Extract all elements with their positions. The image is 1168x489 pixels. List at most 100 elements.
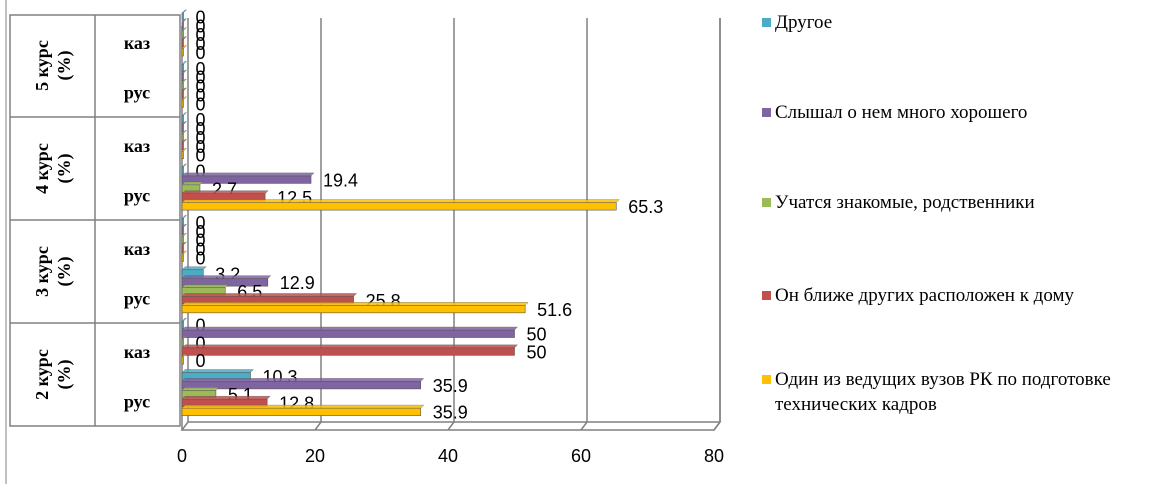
bar-top [181, 181, 204, 186]
bar [181, 115, 184, 124]
legend-item: Слышал о нем много хорошего [762, 100, 1027, 125]
bar [181, 39, 184, 48]
bar-top [181, 266, 207, 270]
data-label: 19.4 [323, 170, 358, 190]
bar-top [181, 61, 187, 65]
x-tick-label: 60 [571, 446, 591, 466]
data-label: 65.3 [628, 197, 663, 217]
data-label: 0 [196, 77, 206, 97]
category-label: каз [124, 239, 150, 259]
bar-top [181, 353, 187, 357]
bar-top [181, 317, 187, 322]
bar [181, 99, 184, 108]
data-label: 0 [196, 351, 206, 371]
group-label: 5 курс (%) [32, 40, 75, 91]
legend-swatch [762, 108, 771, 117]
bar [181, 142, 184, 151]
bar [181, 133, 184, 142]
bar [181, 166, 184, 175]
gridline-floor [580, 421, 588, 431]
bar [181, 347, 515, 356]
x-tick-label: 20 [305, 446, 325, 466]
bar-top [181, 335, 187, 340]
bar-top [181, 27, 187, 31]
bar [181, 218, 184, 227]
group-label: 3 курс (%) [32, 246, 75, 297]
data-label: 0 [196, 128, 206, 148]
data-label: 0 [196, 68, 206, 88]
bar-top [181, 112, 187, 116]
data-label: 0 [196, 231, 206, 251]
bar [181, 329, 515, 338]
bar-top [181, 326, 518, 331]
data-label: 0 [196, 137, 206, 157]
legend-label: Слышал о нем много хорошего [775, 102, 1028, 123]
bar [181, 253, 184, 262]
bar [181, 30, 184, 39]
data-label: 0 [196, 316, 206, 336]
bar-top [181, 163, 187, 168]
bar [181, 202, 617, 211]
group-label: 2 курс (%) [32, 349, 75, 400]
bar-top [181, 215, 187, 219]
data-label: 50 [527, 342, 547, 362]
data-label: 0 [196, 222, 206, 242]
data-label: 0 [196, 248, 206, 268]
bar [181, 244, 184, 253]
bar-top [181, 404, 425, 409]
data-label: 0 [196, 16, 206, 36]
bar-top [181, 284, 229, 288]
legend-item: Другое [762, 10, 832, 35]
bar-top [181, 293, 358, 297]
category-label: рус [124, 391, 150, 411]
bar [181, 21, 184, 30]
bar [181, 356, 184, 365]
legend-swatch [762, 198, 771, 207]
bar-top [181, 190, 269, 194]
bar [181, 235, 184, 244]
legend-item: Учатся знакомые, родственники [762, 190, 1035, 215]
bar-top [181, 199, 620, 203]
bar [181, 320, 184, 329]
bar [181, 124, 184, 133]
data-label: 51.6 [537, 300, 572, 320]
gridline-floor [314, 421, 322, 431]
data-label: 12.9 [280, 273, 315, 293]
data-label: 0 [196, 94, 206, 114]
bar-top [181, 69, 187, 74]
bar [181, 407, 422, 416]
data-label: 0 [196, 34, 206, 54]
bar-top [181, 250, 187, 255]
category-label: каз [124, 136, 150, 156]
bar-top [181, 378, 425, 382]
data-label: 35.9 [433, 376, 468, 396]
data-label: 0 [196, 59, 206, 79]
bar-top [181, 96, 187, 101]
data-label: 0 [196, 213, 206, 233]
data-label: 0 [196, 119, 206, 139]
legend-label: Он ближе других расположен к дому [775, 285, 1074, 306]
bar [181, 81, 184, 90]
bar-chart: 2 курс (%) рус каз 3 курс (%) рус каз 4 курс (%) р… [5, 0, 724, 484]
bar-top [181, 36, 187, 40]
bar [181, 12, 184, 21]
data-label: 0 [196, 7, 206, 27]
legend-label: Учатся знакомые, родственники [775, 192, 1035, 213]
data-label: 35.9 [433, 403, 468, 423]
x-tick-label: 0 [177, 446, 187, 466]
data-label: 0 [196, 85, 206, 105]
bar-top [181, 396, 271, 400]
x-tick-label: 80 [704, 446, 724, 466]
group-label: 4 курс (%) [32, 143, 75, 194]
data-label: 0 [196, 333, 206, 353]
legend-swatch [762, 291, 771, 300]
data-label: 0 [196, 25, 206, 45]
legend: Другое Слышал о нем много хорошего Учатся … [762, 0, 1162, 484]
category-label: каз [124, 33, 150, 53]
data-label: 0 [196, 162, 206, 182]
bar [181, 150, 184, 160]
category-label: каз [124, 342, 150, 362]
gridline-floor [447, 421, 455, 431]
bar [181, 226, 184, 236]
